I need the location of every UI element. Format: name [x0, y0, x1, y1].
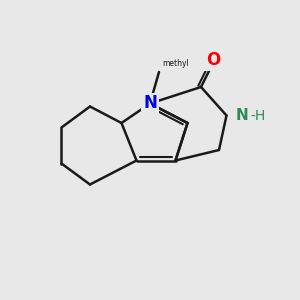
Text: N: N	[236, 108, 248, 123]
Text: N: N	[143, 94, 157, 112]
Text: -H: -H	[250, 109, 266, 122]
Text: methyl: methyl	[162, 58, 189, 68]
Text: O: O	[206, 51, 220, 69]
